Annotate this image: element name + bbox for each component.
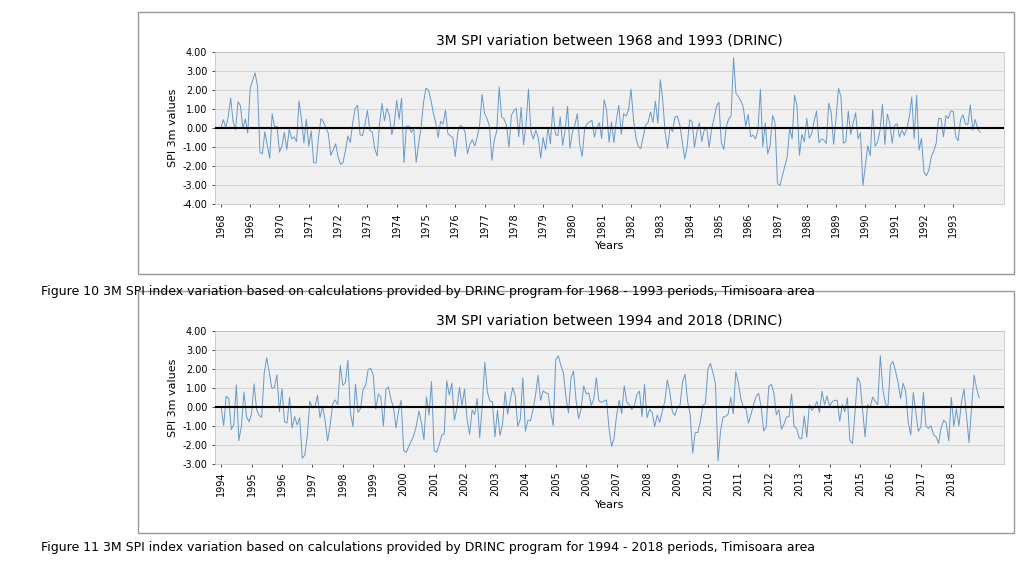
X-axis label: Years: Years	[595, 241, 624, 251]
Text: Figure 11 3M SPI index variation based on calculations provided by DRINC program: Figure 11 3M SPI index variation based o…	[41, 541, 815, 555]
Title: 3M SPI variation between 1968 and 1993 (DRINC): 3M SPI variation between 1968 and 1993 (…	[436, 34, 782, 48]
X-axis label: Years: Years	[595, 500, 624, 510]
Title: 3M SPI variation between 1994 and 2018 (DRINC): 3M SPI variation between 1994 and 2018 (…	[436, 313, 782, 327]
Text: Figure 10 3M SPI index variation based on calculations provided by DRINC program: Figure 10 3M SPI index variation based o…	[41, 285, 815, 298]
Y-axis label: SPI 3m values: SPI 3m values	[168, 358, 178, 437]
Y-axis label: SPI 3m values: SPI 3m values	[168, 89, 178, 168]
